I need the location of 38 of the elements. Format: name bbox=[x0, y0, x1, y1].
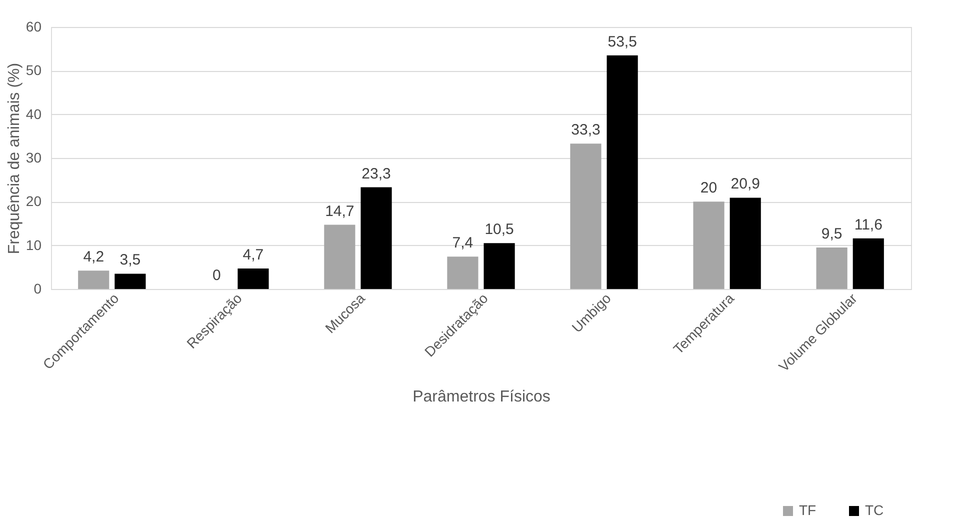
bar bbox=[78, 270, 110, 289]
data-label: 3,5 bbox=[120, 252, 141, 269]
bar bbox=[816, 248, 848, 289]
bar bbox=[360, 187, 392, 289]
y-tick-label: 0 bbox=[34, 280, 42, 296]
y-tick-label: 20 bbox=[26, 193, 42, 210]
y-tick-label: 50 bbox=[26, 62, 42, 78]
y-tick-label: 10 bbox=[26, 236, 42, 253]
bar bbox=[238, 268, 269, 289]
bar bbox=[114, 274, 146, 289]
data-label: 53,5 bbox=[608, 33, 637, 50]
bar bbox=[730, 198, 761, 289]
bar bbox=[852, 238, 884, 289]
data-label: 9,5 bbox=[821, 226, 842, 243]
legend-label: TF bbox=[799, 502, 816, 518]
data-label: 20 bbox=[700, 180, 718, 197]
data-label: 4,7 bbox=[242, 246, 264, 264]
data-label: 14,7 bbox=[325, 202, 354, 220]
legend-label: TC bbox=[865, 502, 884, 518]
bar bbox=[447, 256, 478, 289]
data-label: 11,6 bbox=[854, 216, 882, 234]
data-label: 7,4 bbox=[452, 234, 474, 252]
y-tick-label: 30 bbox=[26, 150, 42, 166]
x-axis-title: Parâmetros Físicos bbox=[412, 388, 550, 406]
data-label: 4,2 bbox=[83, 248, 104, 266]
data-label: 20,9 bbox=[730, 176, 760, 193]
data-label: 33,3 bbox=[571, 122, 600, 139]
bar bbox=[570, 144, 602, 289]
y-axis-title: Frequência de animais (%) bbox=[6, 62, 23, 254]
data-label: 0 bbox=[212, 267, 221, 284]
bar bbox=[693, 202, 724, 289]
y-tick-label: 40 bbox=[26, 106, 42, 122]
bar bbox=[606, 55, 638, 289]
bar bbox=[324, 224, 356, 289]
y-tick-label: 60 bbox=[26, 18, 42, 34]
data-label: 10,5 bbox=[484, 221, 514, 238]
bar bbox=[484, 243, 515, 289]
data-label: 23,3 bbox=[362, 165, 391, 182]
